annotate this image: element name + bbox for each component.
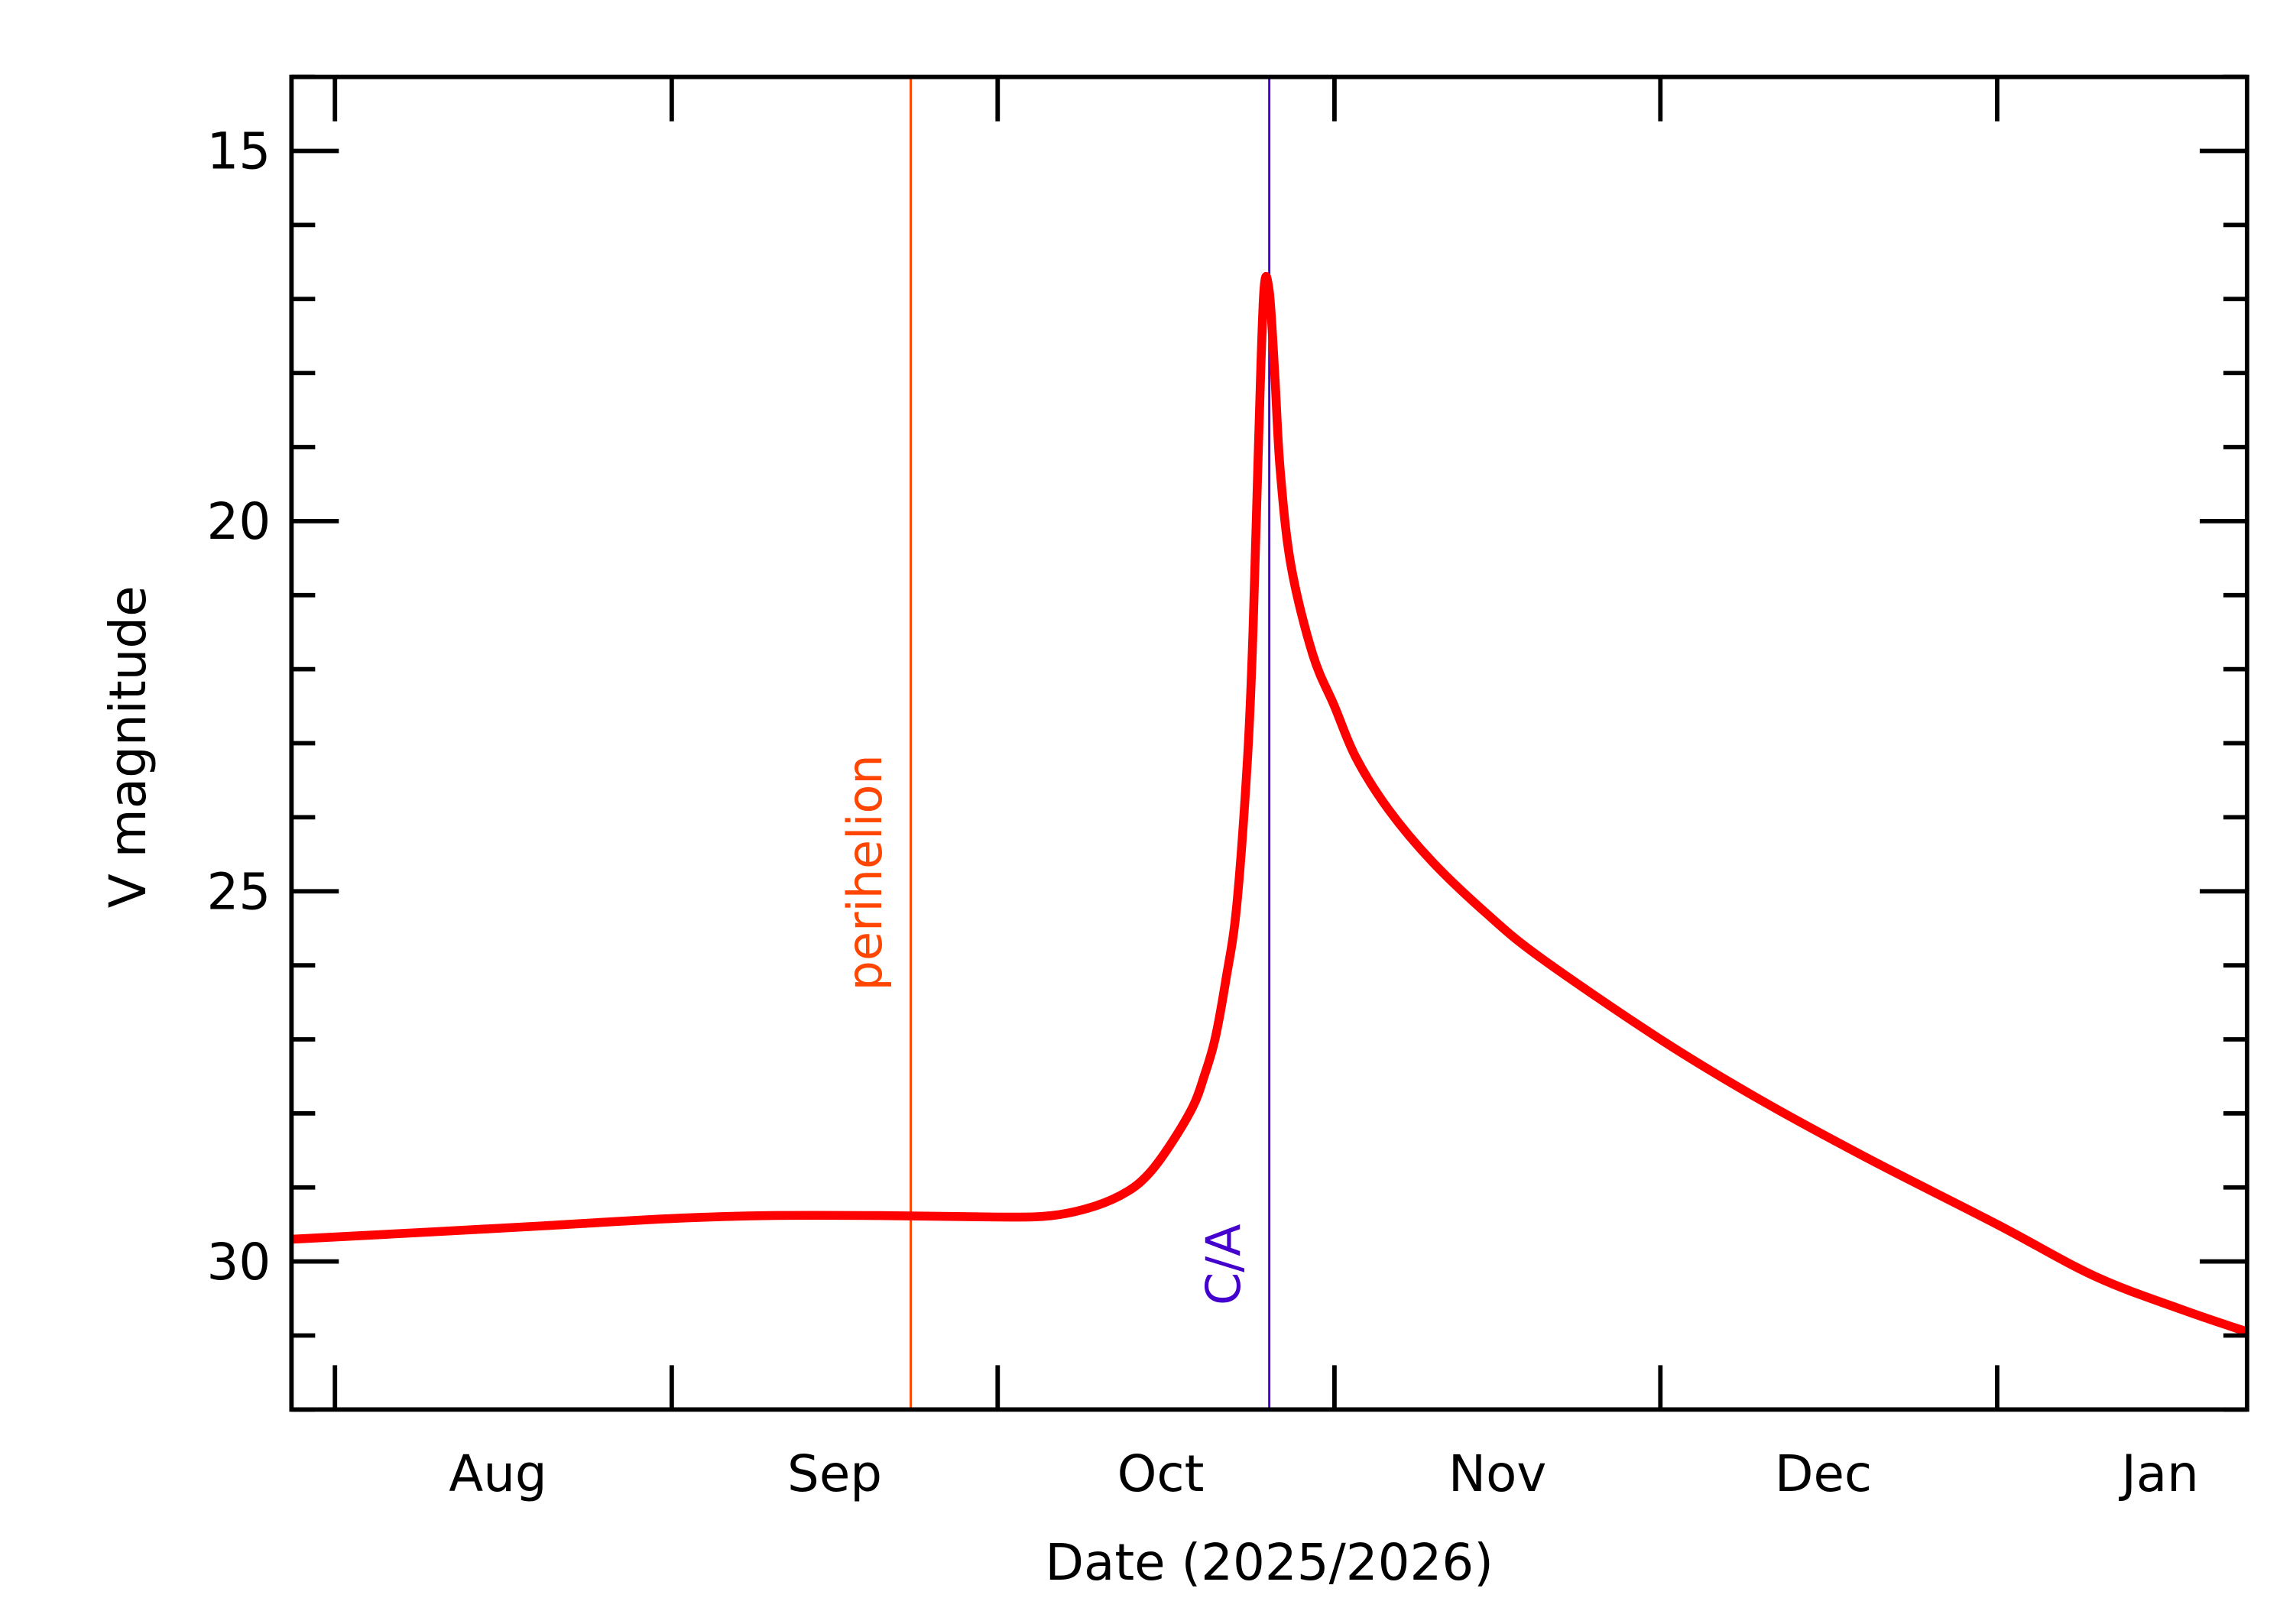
y-tick-label: 20 — [207, 492, 271, 551]
annotation-label: perihelion — [838, 754, 893, 990]
x-tick-label: Jan — [2118, 1444, 2198, 1503]
x-tick-label: Oct — [1117, 1444, 1205, 1503]
plot-frame — [289, 74, 2249, 1412]
y-axis-label: V magnitude — [99, 585, 157, 908]
x-tick-label: Sep — [787, 1444, 882, 1503]
magnitude-curve — [291, 271, 2249, 1337]
y-tick-label: 25 — [207, 862, 271, 921]
annotation-label: C/A — [1196, 1224, 1251, 1305]
x-tick-label: Dec — [1775, 1444, 1872, 1503]
x-axis-label: Date (2025/2026) — [1045, 1533, 1494, 1592]
y-tick-label: 15 — [207, 122, 271, 181]
x-tick-label: Aug — [449, 1444, 546, 1503]
y-tick-label: 30 — [207, 1233, 271, 1292]
x-tick-label: Nov — [1448, 1444, 1546, 1503]
